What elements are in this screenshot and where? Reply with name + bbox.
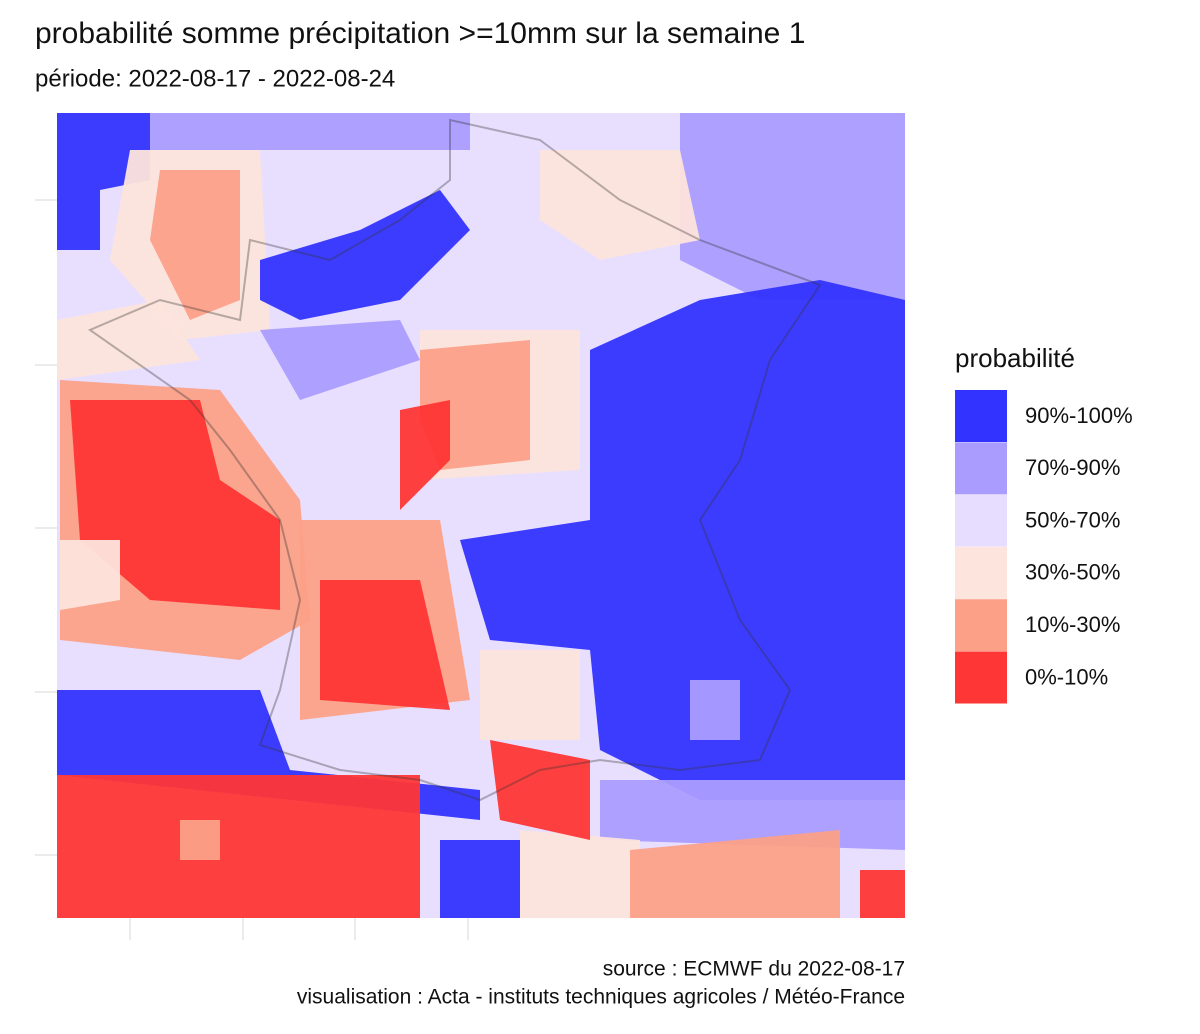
legend-label: 90%-100% xyxy=(1025,403,1133,428)
axis-ticks xyxy=(35,199,469,940)
legend-swatch xyxy=(955,599,1007,652)
probability-region xyxy=(680,113,905,300)
probability-region xyxy=(150,113,470,150)
probability-region xyxy=(70,400,280,610)
probability-region xyxy=(57,775,420,918)
legend-title: probabilité xyxy=(955,343,1075,373)
legend-swatch xyxy=(955,442,1007,495)
legend: 90%-100% 70%-90% 50%-70% 30%-50% 10%-30% 0%-1… xyxy=(955,390,1133,704)
probability-region xyxy=(260,190,470,320)
legend-swatch xyxy=(955,546,1007,599)
probability-region xyxy=(180,820,220,860)
caption: source : ECMWF du 2022-08-17 xyxy=(603,958,905,981)
probability-map xyxy=(57,113,905,918)
legend-swatch xyxy=(955,494,1007,547)
probability-region xyxy=(480,650,580,740)
probability-region xyxy=(520,830,640,918)
probability-region xyxy=(60,540,120,610)
probability-region xyxy=(320,580,450,710)
subtitle: période: 2022-08-17 - 2022-08-24 xyxy=(35,65,395,92)
probability-region xyxy=(490,740,590,840)
probability-region xyxy=(400,400,450,510)
probability-region xyxy=(150,170,240,320)
legend-label: 10%-30% xyxy=(1025,612,1120,637)
france-outline xyxy=(87,118,822,802)
legend-swatch xyxy=(955,390,1007,442)
probability-region xyxy=(690,680,740,740)
caption: visualisation : Acta - instituts techniq… xyxy=(297,986,905,1009)
probability-region xyxy=(57,113,150,250)
legend-label: 50%-70% xyxy=(1025,507,1120,532)
legend-swatch xyxy=(955,651,1007,704)
legend-label: 30%-50% xyxy=(1025,560,1120,585)
probability-region xyxy=(540,150,700,260)
probability-region xyxy=(460,280,905,800)
legend-label: 70%-90% xyxy=(1025,455,1120,480)
probability-region xyxy=(440,840,520,918)
probability-region xyxy=(630,830,840,918)
probability-region xyxy=(260,320,420,400)
probability-region xyxy=(860,870,905,918)
title: probabilité somme précipitation >=10mm s… xyxy=(35,17,805,50)
legend-label: 0%-10% xyxy=(1025,664,1108,689)
